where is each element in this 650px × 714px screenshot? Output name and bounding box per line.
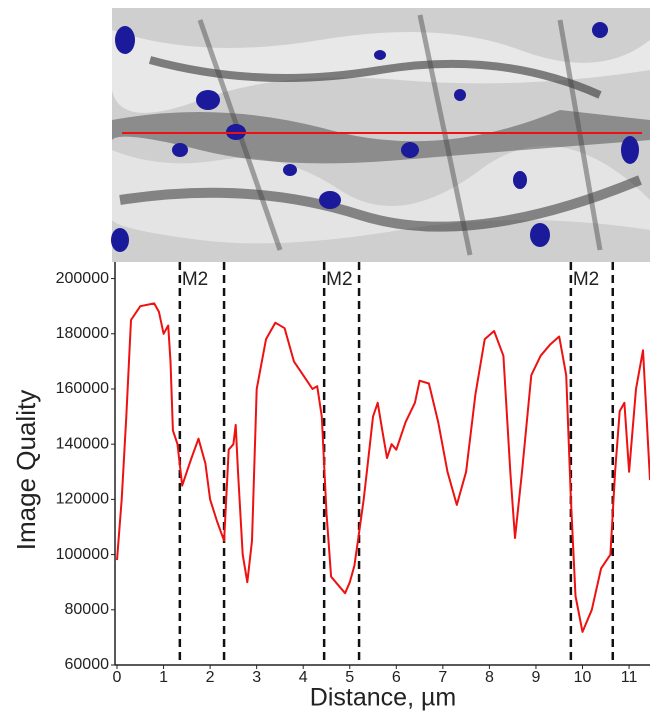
y-tick-label: 120000 — [56, 491, 109, 508]
y-tick-label: 160000 — [56, 380, 109, 397]
region-label: M2 — [326, 269, 352, 290]
phase-spots — [111, 22, 639, 252]
x-tick-label: 5 — [345, 669, 354, 686]
boundary — [112, 110, 650, 164]
x-tick-label: 0 — [113, 669, 122, 686]
x-axis-label: Distance, µm — [310, 684, 456, 712]
y-tick-label: 180000 — [56, 325, 109, 342]
data-line — [116, 302, 650, 633]
x-tick-label: 2 — [206, 669, 215, 686]
x-tick-label: 11 — [621, 669, 638, 686]
x-tick-label: 9 — [531, 669, 540, 686]
y-tick-label: 80000 — [65, 601, 110, 618]
y-axis-label: Image Quality — [11, 390, 41, 550]
x-tick-label: 10 — [574, 669, 592, 686]
x-tick-label: 4 — [299, 669, 308, 686]
x-tick-label: 8 — [485, 669, 494, 686]
x-tick-label: 7 — [438, 669, 447, 686]
y-tick-label: 60000 — [65, 656, 110, 673]
x-tick-label: 1 — [159, 669, 168, 686]
micrograph — [111, 8, 650, 262]
boundary — [119, 175, 642, 232]
region-label: M2 — [182, 269, 208, 290]
y-tick-label: 100000 — [56, 546, 109, 563]
x-tick-label: 3 — [252, 669, 261, 686]
region-label: M2 — [573, 269, 599, 290]
boundary — [148, 56, 602, 99]
x-tick-label: 6 — [392, 669, 401, 686]
y-tick-label: 140000 — [56, 435, 109, 452]
y-tick-label: 200000 — [56, 270, 109, 287]
